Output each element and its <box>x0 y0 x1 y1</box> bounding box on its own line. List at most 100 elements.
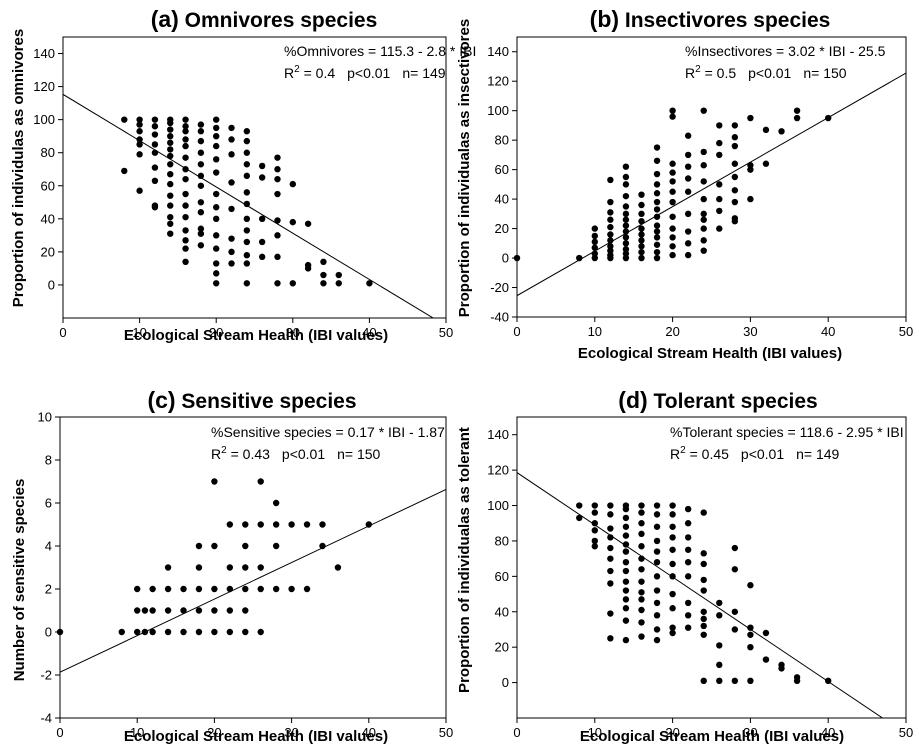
panel-d-data-point <box>653 599 661 607</box>
panel-d-data-point <box>653 511 661 518</box>
panel-d-data-point <box>716 677 723 685</box>
panel-a-data-point <box>197 172 205 180</box>
panel-a-data-point <box>243 189 251 196</box>
panel-c-data-point <box>303 521 311 528</box>
panel-b-data-point <box>716 225 723 232</box>
panel-b-data-point <box>591 238 598 246</box>
panel-b-data-point <box>622 203 630 210</box>
panel-b-data-point <box>638 210 645 218</box>
panel-a-data-point <box>182 202 189 209</box>
panel-b-data-point <box>793 114 801 122</box>
panel-d-data-point <box>591 543 598 550</box>
panel-d-data-point <box>622 587 630 594</box>
panel-d-x-tick-label: 40 <box>821 725 835 740</box>
panel-c-x-tick-label: 40 <box>362 725 376 740</box>
panel-c-data-point <box>242 628 249 636</box>
panel-c-y-tick-label: -4 <box>40 711 52 726</box>
panel-a-data-point <box>182 154 189 161</box>
panel-c-y-tick-label: 0 <box>45 625 52 640</box>
panel-b-data-point <box>700 162 707 169</box>
panel-d-y-tick-label: 60 <box>495 569 509 584</box>
panel-a-data-point <box>167 146 174 153</box>
panel-b-data-point <box>793 107 801 114</box>
panel-a-data-point <box>274 154 281 161</box>
panel-a-data-point <box>274 217 281 224</box>
panel-d-data-point <box>607 511 614 518</box>
panel-d-data-point <box>793 677 801 685</box>
panel-d-data-point <box>591 520 598 527</box>
panel-b-stats: R2 = 0.5 p<0.01 n= 150 <box>685 64 847 81</box>
panel-b-data-point <box>669 234 676 241</box>
panel-d-data-point <box>622 532 630 539</box>
panel-d-data-point <box>591 537 598 545</box>
panel-a-data-point <box>167 220 174 227</box>
panel-c-data-point <box>226 521 234 528</box>
panel-b-title: (b) Insectivores species <box>590 6 831 32</box>
panel-a-data-point <box>121 116 128 123</box>
panel-a-data-point <box>167 152 174 160</box>
panel-b-data-point <box>700 225 707 232</box>
panel-c-data-point <box>180 607 187 614</box>
panel-c-y-tick-label: -2 <box>40 668 52 683</box>
panel-d-equation: %Tolerant species = 118.6 - 2.95 * IBI <box>670 424 904 440</box>
panel-a-data-point <box>274 175 281 183</box>
panel-a-data-point <box>151 177 159 185</box>
panel-a-data-point <box>136 151 143 158</box>
panel-d-data-point <box>653 537 661 545</box>
panel-b-data-point <box>684 188 692 195</box>
panel-b-data-point <box>684 175 692 182</box>
panel-d-data-point <box>747 624 754 631</box>
panel-b-y-tick-label: 100 <box>487 103 509 118</box>
panel-d-data-point <box>607 555 614 562</box>
panel-b-x-tick-label: 30 <box>743 324 757 339</box>
panel-a-data-point <box>197 182 205 189</box>
panel-d-x-tick-label: 20 <box>665 725 679 740</box>
panel-c-data-point <box>257 585 264 593</box>
panel-a-data-point <box>167 126 174 133</box>
panel-b-x-axis-label: Ecological Stream Health (IBI values) <box>578 345 842 362</box>
panel-d-data-point <box>716 599 723 607</box>
panel-b-data-point <box>653 206 661 213</box>
panel-b-plot: 0 10 20 30 40 50 -40 -20 0 20 40 60 80 100 120 140 <box>487 36 913 339</box>
panel-a-data-point <box>182 213 189 221</box>
panel-a-data-point <box>182 237 189 244</box>
panel-d-data-point <box>825 677 832 685</box>
panel-c-data-point <box>164 564 172 571</box>
panel-b-data-point <box>653 222 661 229</box>
panel-c-regression-line <box>60 489 446 673</box>
panel-d-y-tick-label: 20 <box>495 640 509 655</box>
panel-b-data-point <box>700 216 707 223</box>
panel-a-data-point <box>167 230 174 237</box>
panel-a-y-tick-label: 40 <box>41 211 55 226</box>
panel-b-y-tick-label: 60 <box>495 162 509 177</box>
panel-a-data-point <box>258 162 266 170</box>
panel-b-data-point <box>653 144 661 151</box>
panel-b-data-point <box>622 246 630 253</box>
panel-a-y-tick-label: 80 <box>41 145 55 160</box>
panel-a-title: (a) Omnivores species <box>151 6 378 32</box>
panel-b-data-point <box>653 248 661 256</box>
panel-a-data-point <box>228 151 235 158</box>
panel-a-y-axis-label: Proportion of individulas as omnivores <box>10 29 27 307</box>
panel-d-data-point <box>607 544 614 552</box>
panel-b-data-point <box>653 241 661 248</box>
panel-d-data-point <box>607 534 614 541</box>
panel-a-data-point <box>151 131 159 138</box>
panel-b-data-point <box>669 178 676 185</box>
panel-a-data-point <box>182 116 189 123</box>
panel-d-data-point <box>653 502 661 509</box>
panel-d-y-tick-label: 120 <box>487 463 509 478</box>
panel-c-data-point <box>195 585 203 593</box>
panel-a-x-axis-label: Ecological Stream Health (IBI values) <box>124 327 388 344</box>
panel-a-data-point <box>243 280 251 287</box>
panel-b-data-point <box>607 209 614 216</box>
panel-b-data-point <box>700 195 707 203</box>
panel-b-data-point <box>653 198 661 206</box>
panel-a-data-point <box>182 190 189 198</box>
panel-c-data-point <box>242 542 249 550</box>
panel-a-data-point <box>320 280 327 287</box>
panel-b-data-point <box>684 151 692 159</box>
panel-d-data-point <box>653 612 661 619</box>
panel-d-regression-line <box>517 472 884 718</box>
panel-d-y-tick-label: 40 <box>495 604 509 619</box>
